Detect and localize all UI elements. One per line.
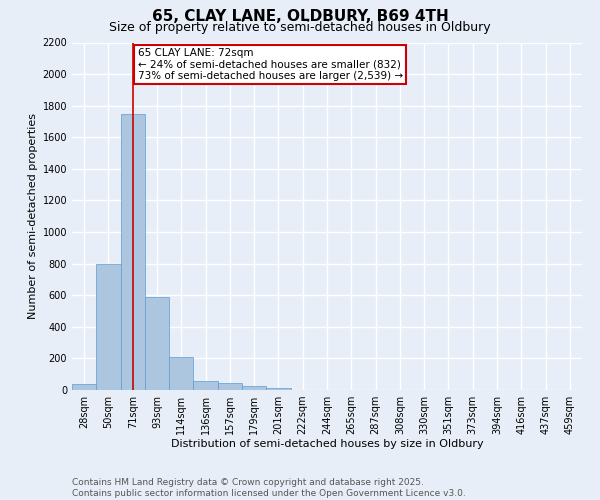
X-axis label: Distribution of semi-detached houses by size in Oldbury: Distribution of semi-detached houses by …	[170, 438, 484, 448]
Text: Size of property relative to semi-detached houses in Oldbury: Size of property relative to semi-detach…	[109, 21, 491, 34]
Y-axis label: Number of semi-detached properties: Number of semi-detached properties	[28, 114, 38, 320]
Text: 65 CLAY LANE: 72sqm
← 24% of semi-detached houses are smaller (832)
73% of semi-: 65 CLAY LANE: 72sqm ← 24% of semi-detach…	[137, 48, 403, 81]
Text: Contains HM Land Registry data © Crown copyright and database right 2025.
Contai: Contains HM Land Registry data © Crown c…	[72, 478, 466, 498]
Bar	[169, 357, 193, 390]
Bar	[121, 114, 145, 390]
Bar	[96, 264, 121, 390]
Bar	[242, 386, 266, 390]
Bar	[193, 380, 218, 390]
Bar	[266, 388, 290, 390]
Bar	[72, 384, 96, 390]
Bar	[145, 297, 169, 390]
Bar	[218, 383, 242, 390]
Text: 65, CLAY LANE, OLDBURY, B69 4TH: 65, CLAY LANE, OLDBURY, B69 4TH	[152, 9, 448, 24]
